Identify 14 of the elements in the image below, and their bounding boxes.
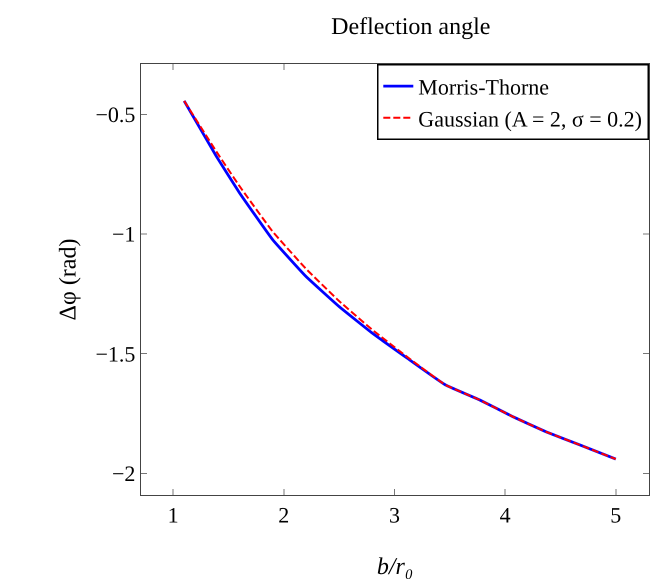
x-tick-label: 2 bbox=[278, 502, 290, 528]
x-tick-label: 3 bbox=[388, 502, 400, 528]
x-tick-label: 4 bbox=[500, 502, 511, 528]
x-tick-label: 1 bbox=[168, 502, 179, 528]
y-tick-label: −2 bbox=[112, 461, 136, 486]
legend-label: Gaussian (A = 2, σ = 0.2) bbox=[418, 106, 642, 132]
y-axis-title: Δφ (rad) bbox=[56, 238, 82, 320]
legend-label: Morris-Thorne bbox=[418, 74, 550, 100]
y-tick-label: −1 bbox=[112, 222, 136, 247]
x-axis-title: b/r₀ bbox=[376, 554, 414, 580]
y-tick-label: −1.5 bbox=[96, 341, 136, 366]
y-tick-label: −0.5 bbox=[96, 102, 136, 127]
chart-title: Deflection angle bbox=[331, 14, 490, 40]
x-tick-label: 5 bbox=[610, 502, 622, 528]
